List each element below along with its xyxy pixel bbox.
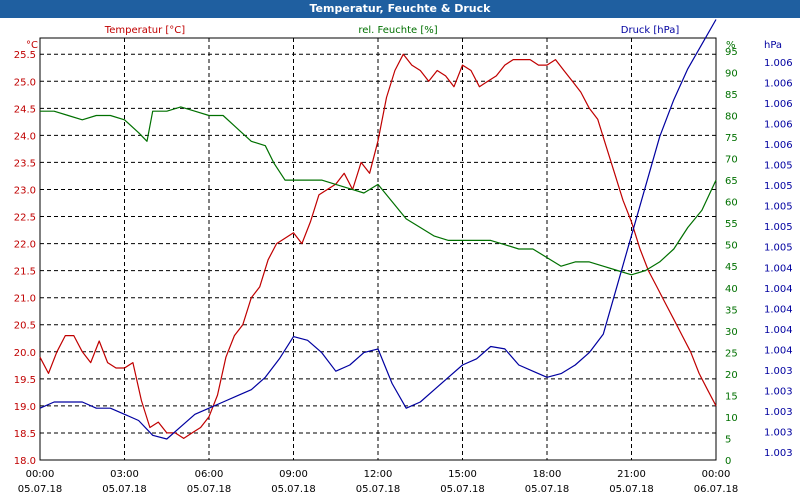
humidity-tick-label: 40: [725, 284, 738, 295]
x-tick-time-label: 00:00: [702, 469, 731, 480]
temperature-tick-label: 18.0: [14, 456, 36, 467]
pressure-tick-label: 1.004: [764, 263, 793, 274]
x-tick-time-label: 00:00: [26, 469, 55, 480]
humidity-tick-label: 75: [725, 133, 738, 144]
x-tick-date-label: 06.07.18: [694, 484, 739, 495]
pressure-tick-label: 1.006: [764, 99, 793, 110]
x-tick-time-label: 12:00: [364, 469, 393, 480]
pressure-tick-label: 1.006: [764, 140, 793, 151]
pressure-tick-label: 1.004: [764, 345, 793, 356]
humidity-axis-title: rel. Feuchte [%]: [358, 25, 437, 36]
temperature-tick-label: 18.5: [14, 429, 36, 440]
humidity-tick-label: 30: [725, 327, 738, 338]
pressure-tick-label: 1.005: [764, 222, 793, 233]
pressure-tick-label: 1.004: [764, 304, 793, 315]
pressure-tick-label: 1.005: [764, 181, 793, 192]
humidity-tick-label: 25: [725, 348, 738, 359]
temperature-tick-label: 22.0: [14, 240, 36, 251]
x-tick-time-label: 06:00: [195, 469, 224, 480]
temperature-tick-label: 24.0: [14, 131, 36, 142]
x-tick-date-label: 05.07.18: [271, 484, 316, 495]
gridlines: [40, 38, 716, 460]
temperature-tick-label: 21.5: [14, 267, 36, 278]
pressure-tick-label: 1.005: [764, 161, 793, 172]
axes: 00:00 05.07.18 03:00 05.07.18 06:00 05.07.18 0…: [14, 47, 793, 495]
humidity-unit-label: %: [726, 40, 736, 51]
humidity-tick-label: 95: [725, 47, 738, 58]
temperature-tick-label: 21.0: [14, 294, 36, 305]
x-tick-time-label: 03:00: [110, 469, 139, 480]
x-tick-time-label: 18:00: [533, 469, 562, 480]
x-tick-time-label: 09:00: [279, 469, 308, 480]
pressure-tick-label: 1.003: [764, 448, 793, 459]
humidity-tick-label: 80: [725, 112, 738, 123]
pressure-tick-label: 1.006: [764, 58, 793, 69]
x-tick-date-label: 05.07.18: [440, 484, 485, 495]
humidity-tick-label: 55: [725, 219, 738, 230]
x-tick-date-label: 05.07.18: [187, 484, 232, 495]
humidity-tick-label: 15: [725, 391, 738, 402]
humidity-tick-label: 10: [725, 413, 738, 424]
pressure-axis-title: Druck [hPa]: [621, 25, 680, 36]
temperature-series-line: [39, 53, 717, 439]
series-lines: [39, 19, 717, 440]
temperature-unit-label: °C: [26, 40, 38, 51]
temperature-tick-label: 20.0: [14, 348, 36, 359]
humidity-tick-label: 65: [725, 176, 738, 187]
pressure-tick-label: 1.003: [764, 407, 793, 418]
humidity-tick-label: 20: [725, 370, 738, 381]
humidity-tick-label: 90: [725, 68, 738, 79]
pressure-tick-label: 1.003: [764, 427, 793, 438]
chart-title: Temperatur, Feuchte & Druck: [0, 0, 800, 18]
humidity-tick-label: 45: [725, 262, 738, 273]
humidity-series-line: [40, 106, 717, 276]
temperature-tick-label: 24.5: [14, 104, 36, 115]
pressure-tick-label: 1.003: [764, 386, 793, 397]
pressure-tick-label: 1.003: [764, 366, 793, 377]
temperature-tick-label: 23.5: [14, 158, 36, 169]
humidity-tick-label: 50: [725, 241, 738, 252]
pressure-tick-label: 1.004: [764, 325, 793, 336]
pressure-series-line: [39, 19, 717, 440]
humidity-tick-label: 5: [725, 434, 731, 445]
pressure-tick-label: 1.005: [764, 243, 793, 254]
x-tick-time-label: 21:00: [617, 469, 646, 480]
x-tick-time-label: 15:00: [448, 469, 477, 480]
humidity-tick-label: 85: [725, 90, 738, 101]
x-tick-date-label: 05.07.18: [356, 484, 401, 495]
pressure-tick-label: 1.004: [764, 284, 793, 295]
temperature-tick-label: 25.0: [14, 77, 36, 88]
temperature-tick-label: 19.0: [14, 402, 36, 413]
x-tick-date-label: 05.07.18: [609, 484, 654, 495]
humidity-tick-label: 35: [725, 305, 738, 316]
x-tick-date-label: 05.07.18: [18, 484, 63, 495]
temperature-tick-label: 19.5: [14, 375, 36, 386]
temperature-tick-label: 20.5: [14, 321, 36, 332]
temperature-tick-label: 23.0: [14, 185, 36, 196]
pressure-unit-label: hPa: [764, 40, 782, 51]
pressure-tick-label: 1.006: [764, 79, 793, 90]
pressure-tick-label: 1.006: [764, 120, 793, 131]
humidity-tick-label: 70: [725, 155, 738, 166]
humidity-tick-label: 0: [725, 456, 731, 467]
x-tick-date-label: 05.07.18: [525, 484, 570, 495]
humidity-tick-label: 60: [725, 198, 738, 209]
temperature-tick-label: 22.5: [14, 213, 36, 224]
pressure-tick-label: 1.005: [764, 202, 793, 213]
temperature-tick-label: 25.5: [14, 50, 36, 61]
x-tick-date-label: 05.07.18: [102, 484, 147, 495]
temperature-axis-title: Temperatur [°C]: [104, 25, 185, 36]
